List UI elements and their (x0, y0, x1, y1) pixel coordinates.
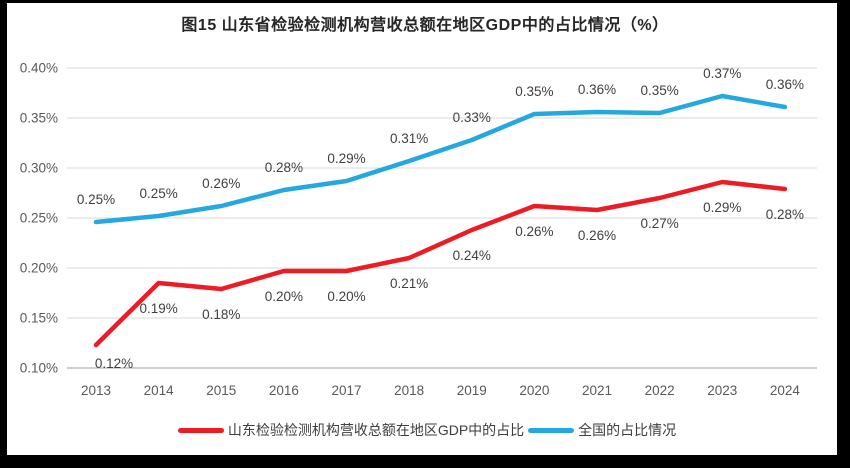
y-tick-label: 0.15% (20, 311, 58, 326)
series-line-shandong-gdp-share (93, 179, 788, 348)
data-label-national-share: 0.35% (515, 84, 553, 99)
y-tick-label: 0.25% (20, 211, 58, 226)
data-label-shandong-gdp-share: 0.18% (202, 307, 240, 322)
legend-label-national: 全国的占比情况 (578, 422, 677, 438)
x-tick-label: 2017 (331, 383, 361, 398)
legend-label-shandong: 山东检验检测机构营收总额在地区GDP中的占比 (227, 422, 525, 438)
chart-legend: 山东检验检测机构营收总额在地区GDP中的占比 全国的占比情况 (0, 420, 850, 440)
data-label-shandong-gdp-share: 0.19% (139, 301, 177, 316)
data-label-national-share: 0.36% (766, 77, 804, 92)
data-label-national-share: 0.28% (265, 160, 303, 175)
x-tick-label: 2022 (645, 383, 675, 398)
data-label-national-share: 0.35% (641, 83, 679, 98)
x-tick-label: 2018 (394, 383, 424, 398)
data-label-shandong-gdp-share: 0.20% (265, 289, 303, 304)
data-label-shandong-gdp-share: 0.26% (515, 224, 553, 239)
data-label-shandong-gdp-share: 0.24% (453, 248, 491, 263)
y-tick-label: 0.35% (20, 111, 58, 126)
x-tick-label: 2015 (206, 383, 236, 398)
data-label-national-share: 0.37% (703, 66, 741, 81)
y-tick-label: 0.40% (20, 61, 58, 76)
y-tick-label: 0.20% (20, 261, 58, 276)
chart-title: 图15 山东省检验检测机构营收总额在地区GDP中的占比情况（%） (181, 17, 669, 34)
data-label-national-share: 0.29% (327, 151, 365, 166)
x-tick-label: 2013 (81, 383, 111, 398)
series-line-national-share (93, 93, 788, 225)
x-tick-label: 2019 (457, 383, 487, 398)
y-tick-label: 0.10% (20, 361, 58, 376)
x-tick-label: 2014 (144, 383, 175, 398)
x-tick-label: 2023 (707, 383, 737, 398)
data-label-national-share: 0.25% (139, 186, 177, 201)
legend-swatch-national-blue-line (528, 427, 575, 433)
data-label-shandong-gdp-share: 0.21% (390, 276, 428, 291)
data-label-national-share: 0.33% (453, 110, 491, 125)
chart-card (7, 3, 837, 455)
data-label-national-share: 0.36% (578, 82, 616, 97)
x-tick-label: 2020 (519, 383, 549, 398)
data-label-shandong-gdp-share: 0.26% (578, 228, 616, 243)
x-tick-label: 2021 (582, 383, 612, 398)
y-tick-label: 0.30% (20, 161, 58, 176)
data-label-national-share: 0.26% (202, 176, 240, 191)
x-tick-label: 2024 (770, 383, 801, 398)
x-tick-label: 2016 (269, 383, 299, 398)
data-label-shandong-gdp-share: 0.20% (327, 289, 365, 304)
legend-swatch-shandong-red-line (177, 427, 224, 433)
data-label-shandong-gdp-share: 0.27% (641, 216, 679, 231)
data-label-shandong-gdp-share: 0.28% (766, 207, 804, 222)
data-label-shandong-gdp-share: 0.12% (95, 356, 133, 371)
data-label-national-share: 0.25% (77, 192, 115, 207)
data-label-shandong-gdp-share: 0.29% (703, 200, 741, 215)
data-label-national-share: 0.31% (390, 131, 428, 146)
